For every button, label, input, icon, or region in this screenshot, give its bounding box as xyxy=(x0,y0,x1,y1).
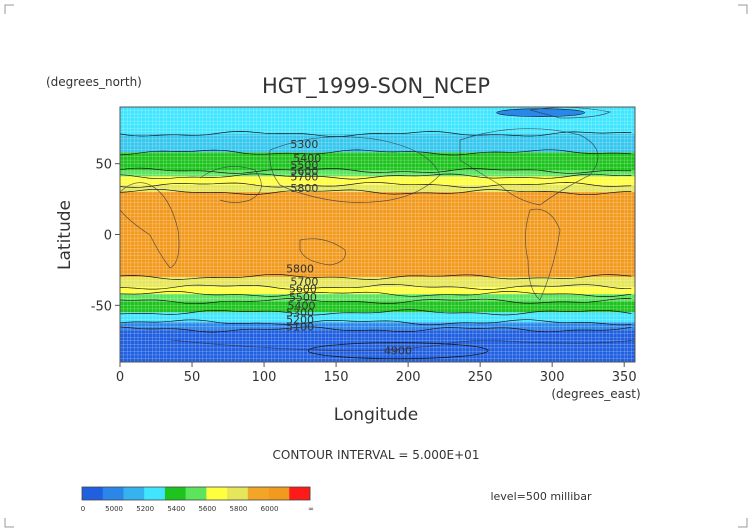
contour-label: 5500 xyxy=(289,291,317,304)
contour-label: 4900 xyxy=(384,345,412,358)
contour-labels: 5300540055005600570058005800570056005500… xyxy=(286,138,412,358)
colorbar-swatch xyxy=(123,487,145,500)
colorbar-swatch xyxy=(185,487,207,500)
contour-label: 5200 xyxy=(286,314,314,327)
contour-line-3 xyxy=(119,173,632,180)
contour-label: 5100 xyxy=(286,321,314,334)
colorbar-swatch xyxy=(144,487,166,500)
colorbar-tick-label: 5000 xyxy=(105,505,123,513)
color-band-9 xyxy=(120,294,635,302)
crop-marks xyxy=(4,4,748,528)
colorbar xyxy=(81,486,311,501)
y-tick-label: 0 xyxy=(104,229,112,244)
color-band-3 xyxy=(120,170,635,177)
contour-label: 5400 xyxy=(288,299,316,312)
color-band-8 xyxy=(120,286,635,294)
contour-label: 5500 xyxy=(290,159,318,172)
x-tick-label: 250 xyxy=(468,370,493,385)
colorbar-tick-labels: 0 5000 5200 5400 5600 5800 6000 ∞ xyxy=(81,505,314,513)
x-tick-label: 150 xyxy=(324,370,349,385)
colorbar-tick-label: 5600 xyxy=(198,505,216,513)
x-tick-label: 200 xyxy=(396,370,421,385)
level-text: level=500 millibar xyxy=(490,490,592,503)
contour-line-5 xyxy=(119,188,632,196)
contour-label: 5700 xyxy=(290,275,318,288)
contour-line-1 xyxy=(119,149,632,156)
colorbar-swatch xyxy=(102,487,124,500)
contour-line-7 xyxy=(119,283,632,290)
color-band-13 xyxy=(120,329,635,362)
color-band-4 xyxy=(120,176,635,185)
y-units-label: (degrees_north) xyxy=(46,75,142,89)
colorbar-swatch xyxy=(206,487,228,500)
contour-label: 5600 xyxy=(289,282,317,295)
contour-line-10 xyxy=(119,309,632,316)
colorbar-swatch xyxy=(247,487,269,500)
contour-line-8 xyxy=(119,291,632,297)
x-axis-label: Longitude xyxy=(334,405,419,425)
colorbar-swatch xyxy=(289,487,311,500)
contour-label: 5400 xyxy=(293,152,321,165)
color-band-12 xyxy=(120,322,635,330)
contour-line-6 xyxy=(119,273,632,280)
colorbar-frame xyxy=(81,486,311,501)
colorbar-swatch xyxy=(82,487,104,500)
x-axis-ticks: 0 50 100 150 200 250 300 350 xyxy=(116,362,637,385)
contour-line-4900 xyxy=(307,342,489,360)
colorbar-tick-label: 5200 xyxy=(136,505,154,513)
contour-label: 5300 xyxy=(290,138,318,151)
contour-line-9 xyxy=(119,298,632,305)
x-units-label: (degrees_east) xyxy=(551,387,640,401)
color-band-2 xyxy=(120,152,635,171)
y-tick-label: 50 xyxy=(95,158,112,173)
x-tick-label: 350 xyxy=(612,370,637,385)
contour-label: 5700 xyxy=(290,170,318,183)
x-tick-label: 300 xyxy=(540,370,565,385)
y-tick-label: -50 xyxy=(91,299,112,314)
contour-line-12 xyxy=(119,326,632,333)
x-tick-label: 0 xyxy=(116,370,124,385)
color-band-1 xyxy=(120,133,635,153)
colorbar-tick-label: 6000 xyxy=(261,505,279,513)
coastline-outlines xyxy=(119,107,636,352)
x-tick-label: 100 xyxy=(252,370,277,385)
contour-line-2 xyxy=(119,167,632,174)
colorbar-tick-label: ∞ xyxy=(308,505,314,513)
colorbar-swatch xyxy=(268,487,290,500)
colorbar-tick-label: 0 xyxy=(81,505,85,513)
contour-label: 5600 xyxy=(290,165,318,178)
contour-label: 5800 xyxy=(290,182,318,195)
color-band-10 xyxy=(120,301,635,313)
contour-label: 5800 xyxy=(286,263,314,276)
contour-line-0 xyxy=(119,131,632,137)
contour-line-4 xyxy=(119,181,632,188)
y-axis-ticks: 50 0 -50 xyxy=(91,158,120,314)
y-axis-label: Latitude xyxy=(55,200,75,270)
colorbar-swatch xyxy=(227,487,249,500)
color-band-11 xyxy=(120,312,635,323)
contour-label: 5300 xyxy=(286,306,314,319)
x-tick-label: 50 xyxy=(184,370,201,385)
colorbar-tick-label: 5800 xyxy=(230,505,248,513)
chart-title: HGT_1999-SON_NCEP xyxy=(262,74,490,99)
colorbar-swatch xyxy=(164,487,186,500)
contour-interval-text: CONTOUR INTERVAL = 5.000E+01 xyxy=(273,448,480,462)
color-band-7 xyxy=(120,277,635,287)
colorbar-tick-label: 5400 xyxy=(167,505,185,513)
contour-line-11 xyxy=(119,319,632,326)
